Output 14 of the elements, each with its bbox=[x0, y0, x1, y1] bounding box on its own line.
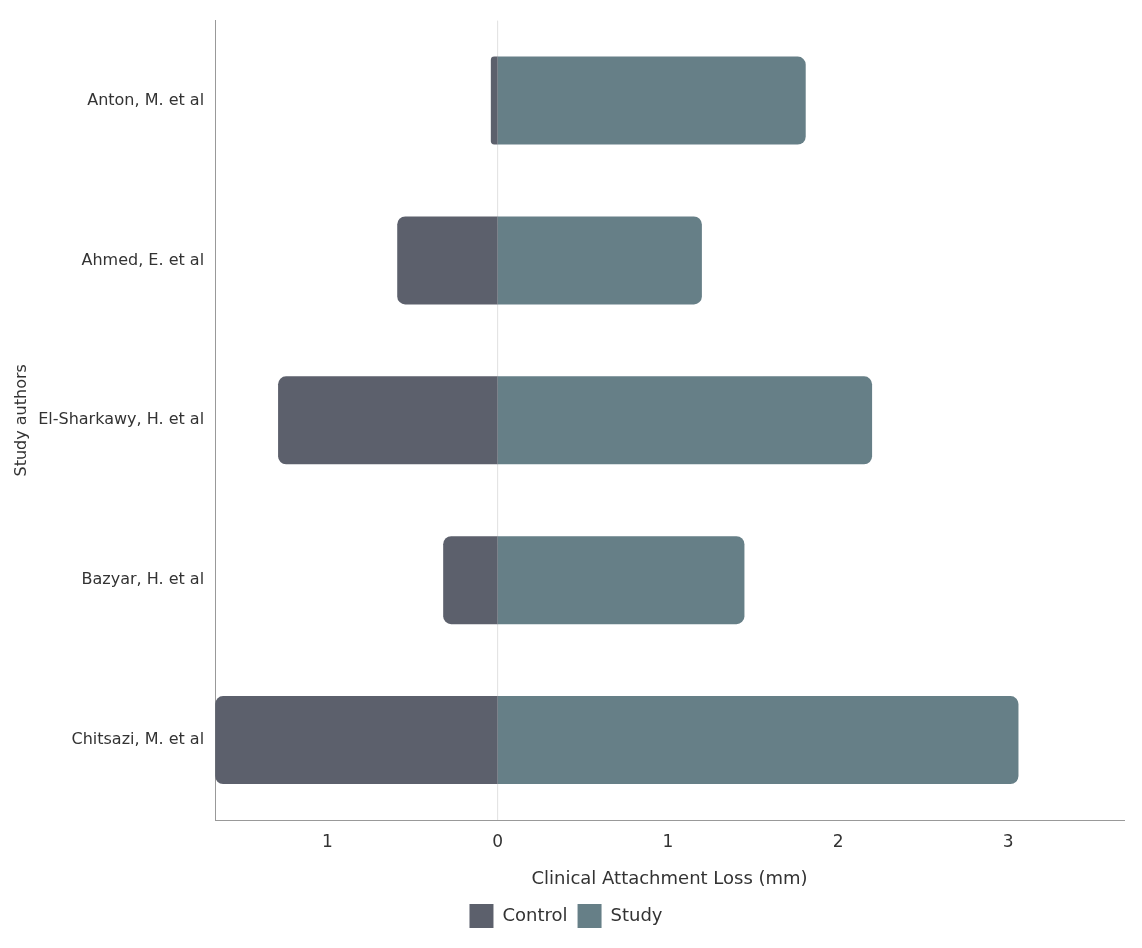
x-tick-label: 2 bbox=[832, 830, 844, 851]
legend-label: Control bbox=[502, 903, 568, 925]
y-tick-label: Anton, M. et al bbox=[87, 89, 205, 109]
y-tick-label: El-Sharkawy, H. et al bbox=[38, 409, 205, 429]
x-tick-label: 1 bbox=[322, 830, 333, 851]
legend-label: Study bbox=[610, 903, 663, 925]
x-tick-label: 0 bbox=[492, 830, 504, 851]
x-axis-title: Clinical Attachment Loss (mm) bbox=[531, 866, 808, 888]
x-tick-label: 3 bbox=[1002, 830, 1014, 851]
y-tick-label: Bazyar, H. et al bbox=[81, 569, 205, 589]
y-tick-label: Chitsazi, M. et al bbox=[71, 729, 205, 749]
x-tick-label: 1 bbox=[662, 830, 674, 851]
y-axis-title: Study authors bbox=[10, 364, 30, 477]
y-tick-label: Ahmed, E. et al bbox=[81, 249, 205, 269]
